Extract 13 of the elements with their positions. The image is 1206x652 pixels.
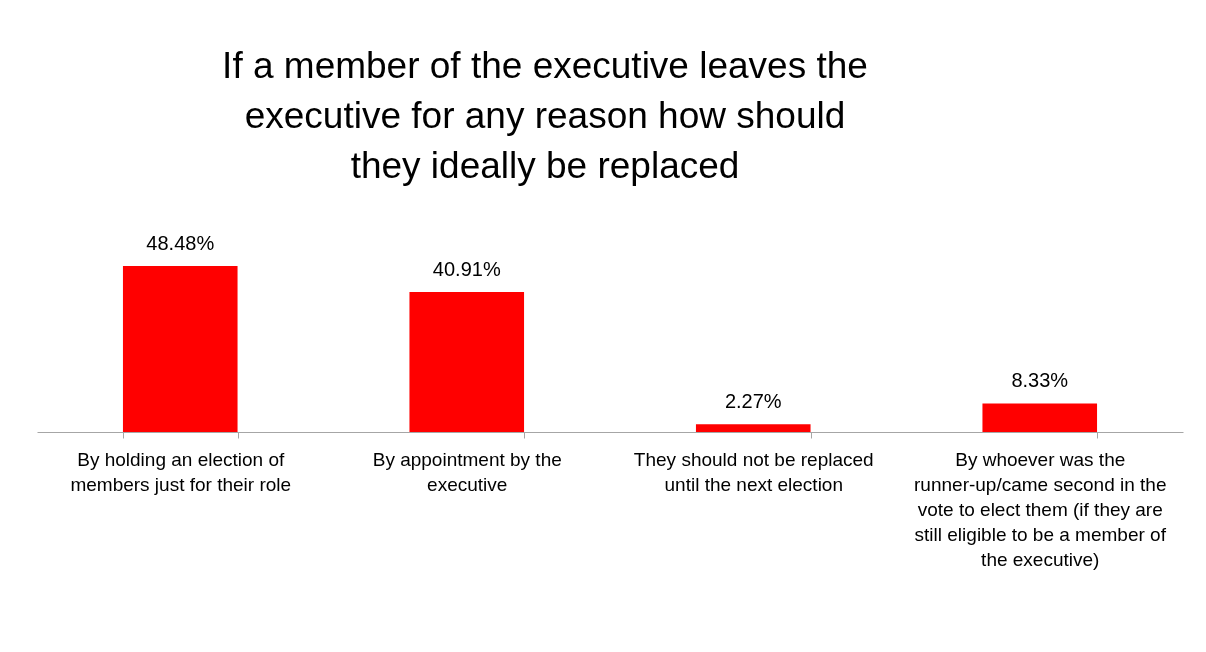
data-label: 40.91% xyxy=(432,257,501,280)
x-tick-label: They should not be replaced until the next election xyxy=(633,448,874,495)
x-tick-label: By holding an election of members just for their role xyxy=(70,448,292,495)
bar xyxy=(122,266,238,432)
data-label: 48.48% xyxy=(146,232,215,254)
data-label: 8.33% xyxy=(1011,369,1069,392)
bar xyxy=(695,424,811,432)
bar xyxy=(982,403,1098,432)
data-label: 2.27% xyxy=(724,390,782,413)
x-tick-label: By appointment by the executive xyxy=(372,448,562,495)
chart-title: If a member of the executive leaves the executive for any reason how should they ideally be replaced xyxy=(222,45,868,186)
x-tick-label: By whoever was the runner-up/came second in the vote to elect them (if they are still eligible to be a member of the executive) xyxy=(914,448,1167,570)
bar xyxy=(409,291,525,432)
